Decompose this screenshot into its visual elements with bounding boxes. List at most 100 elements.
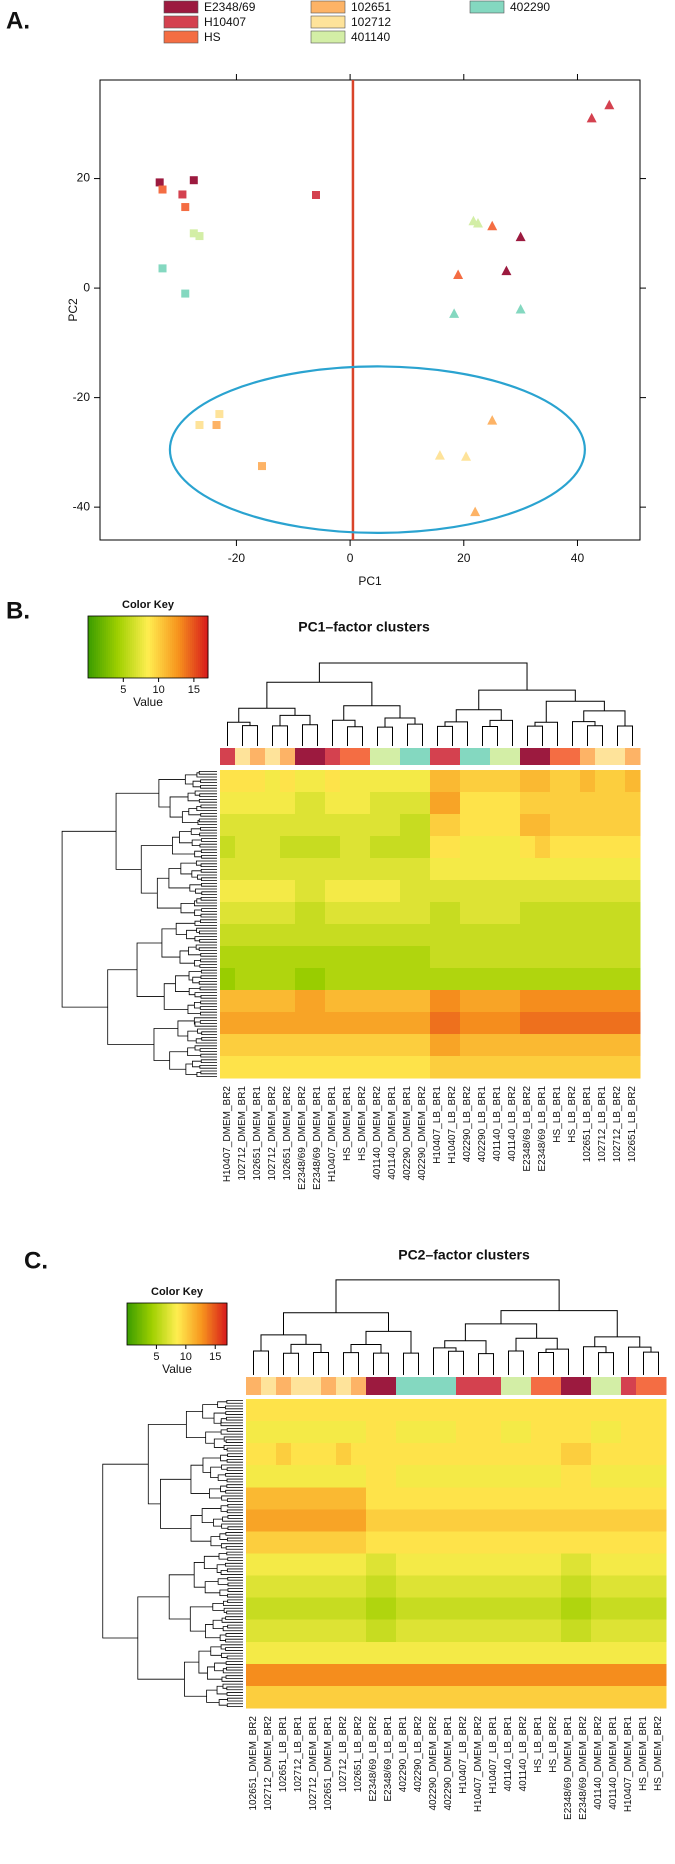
dendrogram-link xyxy=(220,1644,243,1650)
heat-cell xyxy=(520,836,536,859)
key-swatch xyxy=(188,1303,191,1345)
heat-cell xyxy=(501,1487,517,1510)
heat-cell xyxy=(651,1575,667,1598)
dendrogram-link xyxy=(216,1564,226,1573)
heat-cell xyxy=(520,858,536,881)
column-label: 402290_DMEM_BR1 xyxy=(402,1086,413,1181)
heat-cell xyxy=(325,924,341,947)
key-swatch xyxy=(162,1303,165,1345)
heat-cell xyxy=(606,1619,622,1643)
heat-cell xyxy=(486,1597,502,1621)
heat-cell xyxy=(456,1597,472,1621)
heat-cell xyxy=(310,924,326,947)
key-tick-label: 15 xyxy=(188,684,200,696)
heat-cell xyxy=(306,1553,322,1576)
dendrogram-link xyxy=(200,869,217,873)
heat-cell xyxy=(516,1619,532,1643)
key-swatch xyxy=(140,1303,143,1345)
column-label: H10407_DMEM_BR2 xyxy=(473,1716,484,1813)
side-color xyxy=(651,1377,667,1395)
key-swatch xyxy=(178,616,181,678)
heat-cell xyxy=(430,814,446,837)
heat-cell xyxy=(520,968,536,991)
x-tick-label: 40 xyxy=(571,551,585,565)
legend-label: H10407 xyxy=(204,15,246,29)
heat-cell xyxy=(471,1553,487,1576)
side-color xyxy=(501,1377,517,1395)
heat-cell xyxy=(340,1056,356,1079)
heat-cell xyxy=(456,1443,472,1466)
heat-cell xyxy=(516,1399,532,1422)
key-swatch xyxy=(187,1303,190,1345)
heat-cell xyxy=(460,792,476,815)
key-swatch xyxy=(193,1303,196,1345)
dendrogram-link xyxy=(196,806,217,811)
side-color xyxy=(610,748,626,765)
heat-cell xyxy=(250,902,266,925)
heat-cell xyxy=(595,990,611,1013)
heat-cell xyxy=(441,1575,457,1598)
side-color xyxy=(550,748,566,765)
heat-cell xyxy=(321,1597,337,1621)
heat-cell xyxy=(430,880,446,903)
key-swatch xyxy=(126,616,129,678)
heat-cell xyxy=(531,1487,547,1510)
heat-cell xyxy=(246,1685,262,1709)
dendrogram-link xyxy=(200,838,217,842)
dendrogram-link xyxy=(212,1619,224,1630)
key-swatch xyxy=(162,616,165,678)
side-color xyxy=(280,748,296,765)
heat-cell xyxy=(426,1685,442,1709)
dendrogram-link xyxy=(199,1020,217,1024)
legend-label: 102712 xyxy=(351,15,391,29)
heat-cell xyxy=(235,858,251,881)
heat-cell xyxy=(456,1619,472,1643)
heat-cell xyxy=(411,1487,427,1510)
heat-cell xyxy=(411,1663,427,1687)
column-dendrogram xyxy=(253,1279,659,1375)
dendrogram-link xyxy=(200,897,217,901)
key-swatch xyxy=(222,1303,225,1345)
dendrogram-link xyxy=(433,1347,457,1375)
heat-cell xyxy=(561,1421,577,1444)
heat-cell xyxy=(535,990,551,1013)
heat-cell xyxy=(366,1465,382,1488)
column-label: HS_DMEM_BR1 xyxy=(638,1716,649,1791)
heat-cell xyxy=(636,1531,652,1554)
heat-cell xyxy=(475,946,491,969)
heat-cell xyxy=(321,1619,337,1643)
heat-cell xyxy=(261,1465,277,1488)
heat-cell xyxy=(490,1034,506,1057)
heat-cell xyxy=(295,814,311,837)
dendrogram-link xyxy=(437,725,453,746)
heat-cell xyxy=(561,1597,577,1621)
dendrogram-link xyxy=(194,900,217,907)
heat-cell xyxy=(561,1531,577,1554)
heat-cell xyxy=(246,1619,262,1643)
column-label: 402290_LB_BR1 xyxy=(398,1716,409,1793)
heat-cell xyxy=(426,1465,442,1488)
heat-cell xyxy=(531,1619,547,1643)
heat-cell xyxy=(561,1641,577,1665)
heat-cell xyxy=(576,1487,592,1510)
side-color xyxy=(411,1377,427,1395)
heat-cell xyxy=(621,1531,637,1554)
heat-cell xyxy=(441,1685,457,1709)
dendrogram-link xyxy=(260,1334,307,1352)
heat-cell xyxy=(310,1034,326,1057)
side-color xyxy=(520,748,536,765)
dendrogram-link xyxy=(200,813,217,817)
dendrogram-link xyxy=(220,1429,243,1435)
heat-cell xyxy=(366,1597,382,1621)
heat-cell xyxy=(576,1663,592,1687)
dendrogram-link xyxy=(107,969,154,1045)
heat-cell xyxy=(471,1597,487,1621)
heat-cell xyxy=(580,836,596,859)
heat-cell xyxy=(486,1531,502,1554)
heat-cell xyxy=(265,814,281,837)
dendrogram-link xyxy=(226,1610,243,1615)
key-swatch xyxy=(194,616,197,678)
heat-cell xyxy=(636,1399,652,1422)
heat-cell xyxy=(625,1034,641,1057)
heat-cell xyxy=(325,990,341,1013)
